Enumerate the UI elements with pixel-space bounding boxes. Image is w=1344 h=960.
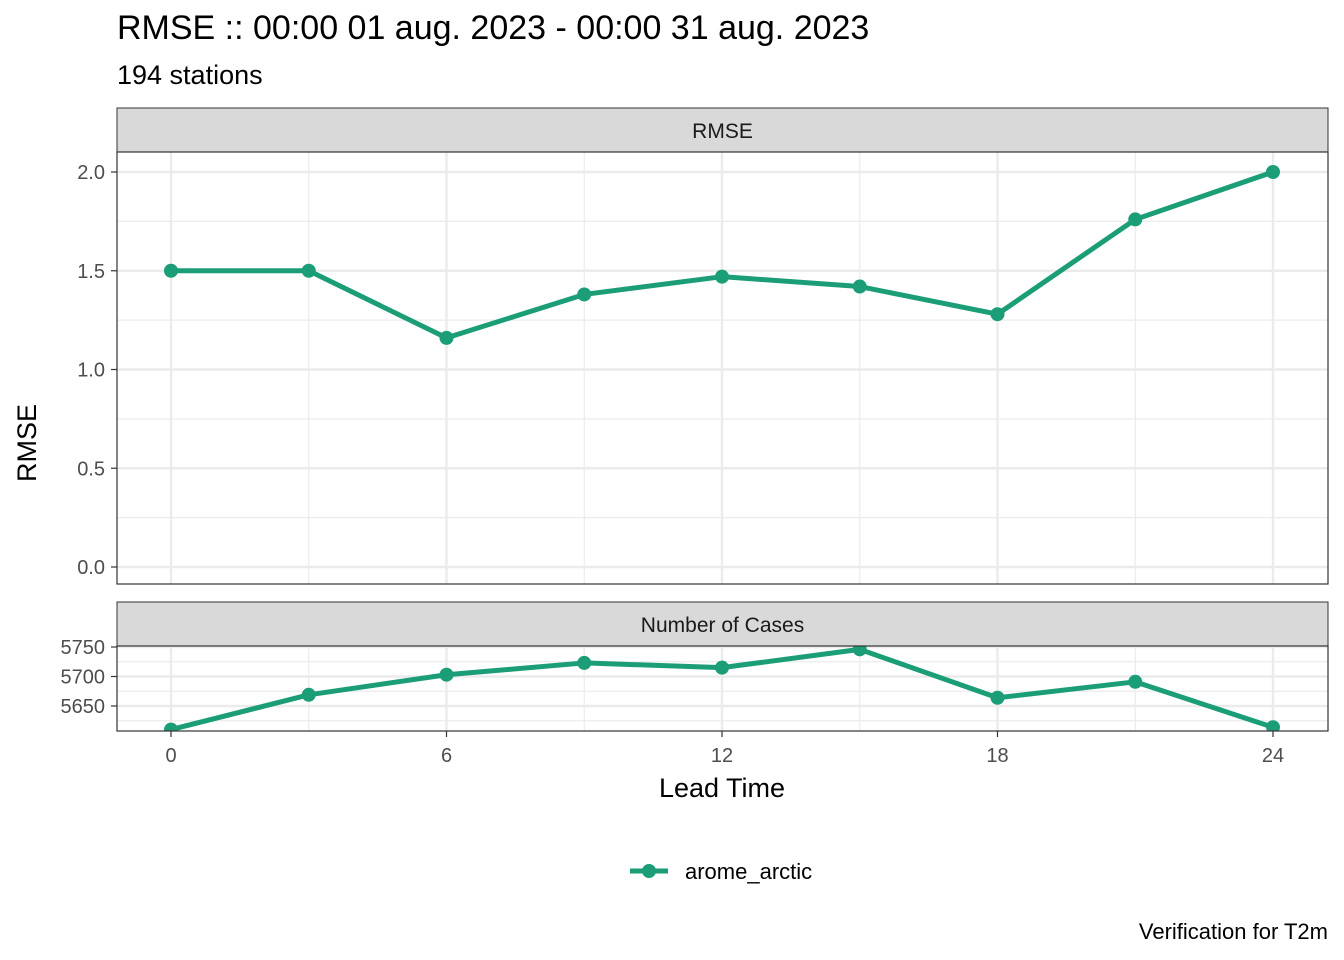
rmse-y-tick-label: 0.5 xyxy=(77,458,105,480)
rmse-y-tick-label: 1.0 xyxy=(77,360,105,382)
cases-x-tick-label: 6 xyxy=(441,745,452,767)
cases-data-point xyxy=(852,646,867,657)
cases-x-tick-label: 12 xyxy=(711,745,733,767)
caption: Verification for T2m xyxy=(1138,919,1328,944)
y-axis-title: RMSE xyxy=(12,404,42,482)
cases-data-point xyxy=(301,687,316,702)
cases-x-tick-label: 18 xyxy=(986,745,1008,767)
cases-data-point xyxy=(577,655,592,670)
rmse-strip-label: RMSE xyxy=(692,120,753,143)
rmse-y-tick-label: 1.5 xyxy=(77,261,105,283)
cases-strip xyxy=(116,601,1329,647)
cases-data-point xyxy=(715,660,729,675)
cases-data-point xyxy=(1128,674,1143,689)
cases-y-tick-label: 5700 xyxy=(61,667,106,689)
cases-data-point xyxy=(990,690,1005,705)
x-axis-title: Lead Time xyxy=(659,773,785,803)
cases-data-point xyxy=(1266,720,1280,731)
cases-y-tick-label: 5750 xyxy=(61,637,106,659)
legend: arome_arctic xyxy=(630,859,812,884)
cases-x-tick-label: 24 xyxy=(1262,745,1284,767)
chart-title: RMSE :: 00:00 01 aug. 2023 - 00:00 31 au… xyxy=(117,9,870,47)
legend-key-point xyxy=(642,864,656,878)
rmse-y-tick-label: 0.0 xyxy=(77,557,105,579)
rmse-panel-border xyxy=(116,151,1329,585)
rmse-data-point xyxy=(439,330,454,345)
cases-strip-label: Number of Cases xyxy=(641,614,804,637)
rmse-series-group xyxy=(164,165,1280,345)
rmse-panel: RMSE 0.0 0.5 1.0 1.5 2.0 xyxy=(77,107,1329,585)
cases-panel: Number of Cases 5650 5700 5750 0 6 12 18 24 xyxy=(61,601,1329,767)
cases-data-point xyxy=(164,722,178,731)
cases-x-tick-label: 0 xyxy=(165,745,176,767)
rmse-y-tick-label: 2.0 xyxy=(77,162,105,184)
rmse-data-point xyxy=(990,307,1005,322)
cases-data-point xyxy=(439,667,454,682)
rmse-data-point xyxy=(1266,165,1280,179)
rmse-data-point xyxy=(164,263,178,278)
rmse-data-point xyxy=(577,287,592,302)
legend-label-arome-arctic: arome_arctic xyxy=(685,859,812,884)
rmse-data-point xyxy=(1128,212,1143,227)
cases-y-tick-label: 5650 xyxy=(61,696,106,718)
rmse-data-point xyxy=(852,279,867,294)
cases-series-group xyxy=(164,646,1280,731)
rmse-data-point xyxy=(715,269,729,284)
chart-subtitle: 194 stations xyxy=(117,60,263,90)
rmse-data-point xyxy=(301,263,316,278)
